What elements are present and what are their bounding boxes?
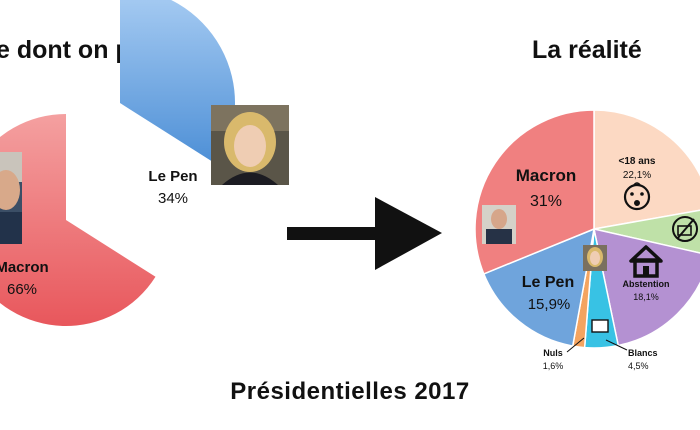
pie-label-blancs: Blancs (628, 348, 658, 358)
pie-slice-abstention-right (593, 228, 700, 347)
person-photo-macron-small (482, 205, 516, 244)
pie-value-macron-right: 31% (530, 193, 562, 210)
pie-slice-macron (0, 114, 156, 326)
right-pie-labels: Macron 31% Le Pen 15,9% <18 ans 22,1% Ab… (516, 156, 670, 371)
footer-title: Présidentielles 2017 (230, 378, 470, 405)
leader-line-blancs (605, 339, 628, 351)
pie-slice-18-ans-right (593, 109, 700, 230)
pie-value-lepen-right: 15,9% (528, 296, 571, 313)
house-icon (629, 245, 663, 278)
pie-label-macron-right: Macron (516, 166, 576, 185)
pie-label-under18: <18 ans (619, 156, 656, 167)
pie-slice-lepen (120, 0, 235, 165)
pie-value-macron: 66% (7, 281, 37, 298)
pie-label-lepen-right: Le Pen (522, 274, 574, 291)
pie-value-under18: 22,1% (623, 170, 651, 181)
pie-label-lepen: Le Pen (148, 168, 197, 185)
person-photo-lepen-small (583, 245, 607, 271)
pie-slice-non-inscrits-right (593, 209, 700, 254)
pie-label-macron: Macron (0, 259, 49, 276)
right-chart-title: La réalité (532, 36, 642, 64)
blank-ballot-icon (591, 319, 609, 333)
leader-line-nuls (566, 337, 585, 353)
person-photo-lepen (211, 105, 289, 185)
right-pie (474, 109, 700, 349)
pie-value-blancs: 4,5% (628, 361, 649, 371)
pie-value-abstention: 18,1% (633, 292, 659, 302)
person-photo-macron (0, 152, 22, 244)
pie-value-lepen: 34% (158, 190, 188, 207)
arrow-right-icon (287, 197, 442, 270)
pie-slice-le-pen-right (482, 227, 595, 347)
crossed-ballot-icon (672, 216, 698, 242)
left-pie: Macron 66% Le Pen 34% (0, 0, 235, 326)
baby-face-icon (623, 182, 651, 211)
pie-value-nuls: 1,6% (543, 361, 564, 371)
pie-label-nuls: Nuls (543, 348, 563, 358)
pie-label-abstention: Abstention (623, 279, 670, 289)
